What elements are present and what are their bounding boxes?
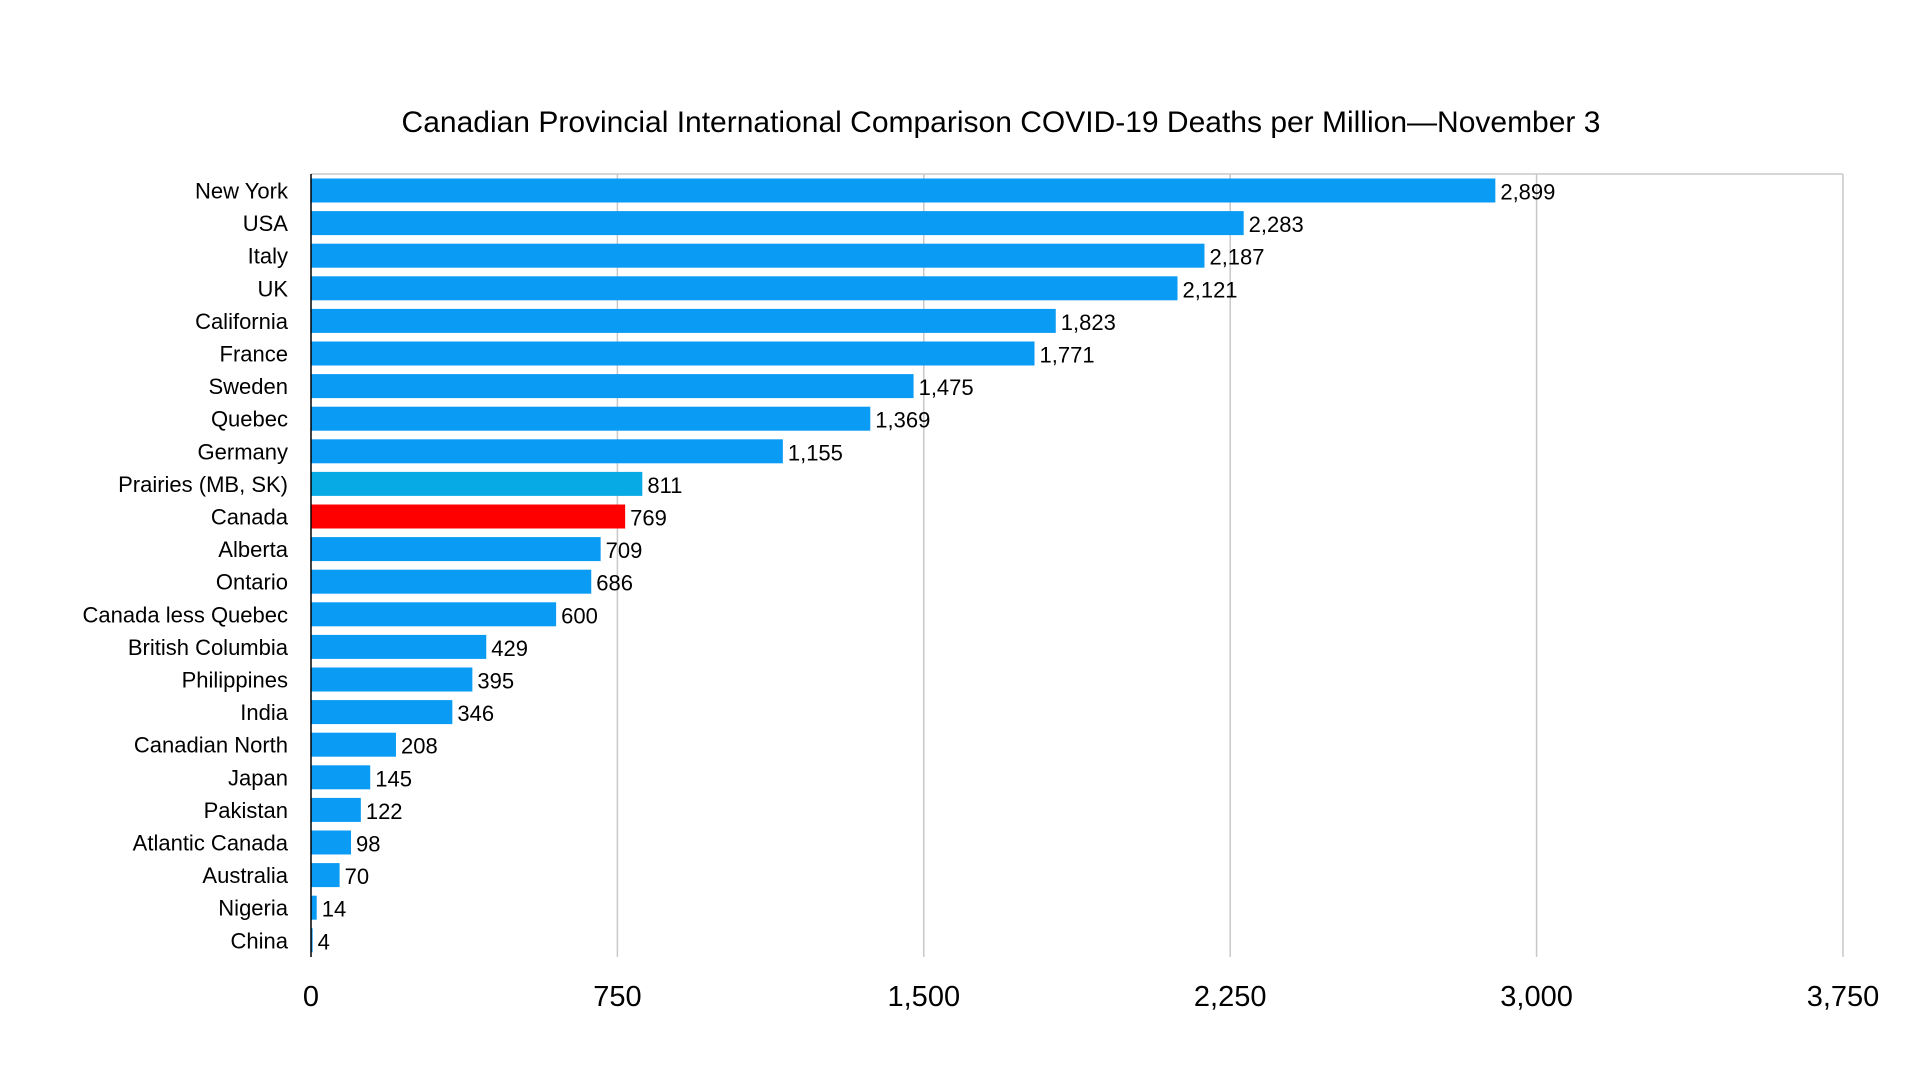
value-label: 4 bbox=[318, 929, 330, 954]
category-label: British Columbia bbox=[128, 635, 289, 660]
x-tick-label: 3,750 bbox=[1807, 981, 1880, 1013]
bar bbox=[311, 406, 871, 431]
bar bbox=[311, 928, 313, 953]
bar bbox=[311, 504, 626, 529]
bar bbox=[311, 700, 453, 725]
category-label: France bbox=[220, 342, 288, 367]
category-label: Australia bbox=[202, 863, 288, 888]
value-label: 811 bbox=[647, 473, 682, 498]
category-label: India bbox=[240, 700, 288, 725]
bar bbox=[311, 765, 371, 790]
bar bbox=[311, 178, 1496, 203]
category-label: UK bbox=[257, 276, 288, 301]
value-label: 2,187 bbox=[1209, 245, 1264, 270]
category-label: Canada less Quebec bbox=[83, 602, 288, 627]
category-label: Atlantic Canada bbox=[133, 831, 289, 856]
bar bbox=[311, 667, 473, 692]
value-label: 208 bbox=[401, 734, 438, 759]
bar bbox=[311, 308, 1056, 333]
category-labels: New York USA Italy UK California France Sweden… bbox=[83, 179, 289, 954]
bar bbox=[311, 471, 643, 496]
value-label: 98 bbox=[356, 832, 380, 857]
category-label: Quebec bbox=[211, 407, 288, 432]
bar bbox=[311, 276, 1178, 301]
bar bbox=[311, 863, 340, 888]
value-label: 14 bbox=[322, 897, 346, 922]
x-tick-label: 1,500 bbox=[888, 981, 961, 1013]
x-tick-label: 3,000 bbox=[1500, 981, 1573, 1013]
category-label: China bbox=[231, 928, 289, 953]
bar bbox=[311, 243, 1205, 268]
category-label: Nigeria bbox=[218, 896, 288, 921]
value-label: 346 bbox=[457, 701, 494, 726]
category-label: Pakistan bbox=[204, 798, 288, 823]
category-label: Germany bbox=[198, 439, 288, 464]
bar bbox=[311, 211, 1244, 236]
category-label: Alberta bbox=[218, 537, 288, 562]
category-label: Prairies (MB, SK) bbox=[118, 472, 288, 497]
bar bbox=[311, 830, 352, 855]
bar bbox=[311, 569, 592, 594]
bar bbox=[311, 634, 487, 659]
x-tick-label: 750 bbox=[593, 981, 641, 1013]
bar bbox=[311, 732, 396, 757]
category-label: USA bbox=[243, 211, 289, 236]
value-label: 2,121 bbox=[1182, 277, 1237, 302]
bar bbox=[311, 537, 601, 562]
value-label: 70 bbox=[345, 864, 369, 889]
value-label: 1,771 bbox=[1040, 343, 1095, 368]
bars bbox=[311, 178, 1496, 953]
value-label: 600 bbox=[561, 603, 598, 628]
value-label: 1,823 bbox=[1061, 310, 1116, 335]
x-tick-label: 0 bbox=[303, 981, 319, 1013]
value-label: 122 bbox=[366, 799, 403, 824]
x-axis-tick-labels: 0 750 1,500 2,250 3,000 3,750 bbox=[303, 981, 1879, 1013]
bar bbox=[311, 602, 557, 627]
category-label: Sweden bbox=[208, 374, 288, 399]
category-label: Italy bbox=[248, 244, 288, 269]
value-label: 709 bbox=[606, 538, 643, 563]
value-label: 686 bbox=[596, 571, 633, 596]
category-label: Japan bbox=[228, 765, 288, 790]
value-label: 1,475 bbox=[919, 375, 974, 400]
value-label: 2,899 bbox=[1500, 180, 1555, 205]
value-label: 395 bbox=[477, 669, 514, 694]
value-label: 769 bbox=[630, 506, 667, 531]
chart-title: Canadian Provincial International Compar… bbox=[402, 106, 1601, 139]
value-label: 1,155 bbox=[788, 440, 843, 465]
bar bbox=[311, 374, 914, 399]
bar bbox=[311, 797, 361, 822]
x-tick-label: 2,250 bbox=[1194, 981, 1267, 1013]
bar bbox=[311, 341, 1035, 366]
value-labels: 2,899 2,283 2,187 2,121 1,823 1,771 1,475 1,369… bbox=[318, 180, 1556, 955]
value-label: 145 bbox=[375, 766, 412, 791]
gridlines bbox=[311, 173, 1844, 957]
bar bbox=[311, 439, 783, 464]
category-label: Canada bbox=[211, 505, 289, 530]
category-label: California bbox=[195, 309, 289, 334]
category-label: Canadian North bbox=[134, 733, 288, 758]
value-label: 429 bbox=[491, 636, 528, 661]
bar bbox=[311, 895, 317, 920]
category-label: Ontario bbox=[216, 570, 288, 595]
category-label: Philippines bbox=[182, 668, 288, 693]
value-label: 2,283 bbox=[1249, 212, 1304, 237]
category-label: New York bbox=[195, 179, 289, 204]
value-label: 1,369 bbox=[875, 408, 930, 433]
